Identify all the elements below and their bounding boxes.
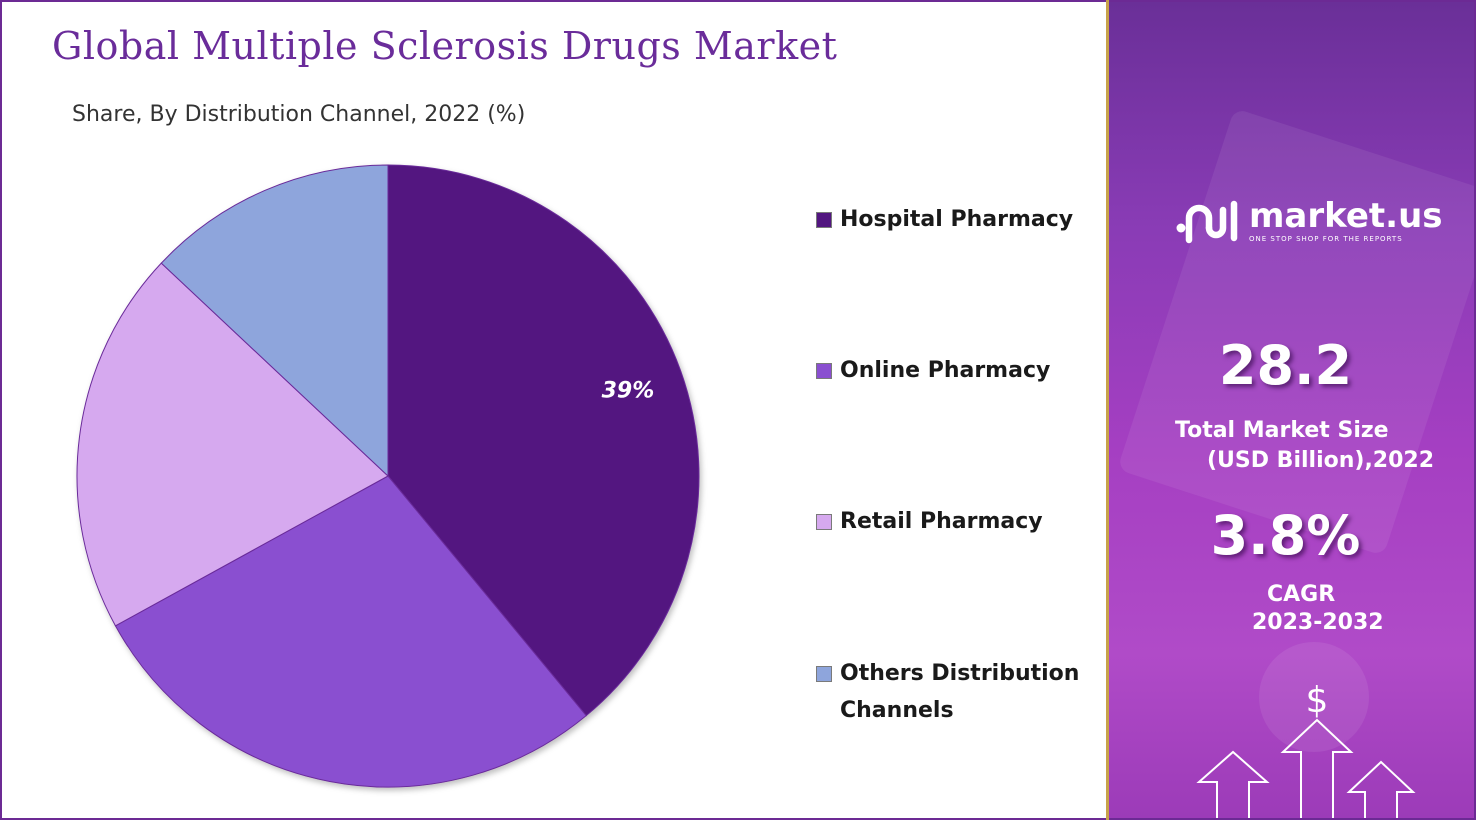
legend-label: Retail Pharmacy [840,509,1043,534]
pie-slice-others-distribution-channels [160,164,389,478]
cagr-label-line2: 2023-2032 [1252,610,1384,635]
legend-label: Online Pharmacy [840,358,1051,383]
legend-label: Hospital Pharmacy [840,207,1074,232]
brand-tagline: ONE STOP SHOP FOR THE REPORTS [1249,235,1403,243]
decorative-circle [1259,642,1369,752]
chart-title: Global Multiple Sclerosis Drugs Market [52,24,838,68]
chart-legend: Hospital Pharmacy Online Pharmacy Retail… [816,2,1106,818]
decorative-card [1117,108,1474,556]
legend-label: Others Distribution Channels [840,661,1080,723]
market-size-value: 28.2 [1218,334,1353,397]
legend-swatch-hospital-pharmacy [816,212,832,228]
dollar-sign-icon: $ [1306,680,1329,721]
legend-item-online-pharmacy: Online Pharmacy [816,358,1090,389]
chart-panel: Global Multiple Sclerosis Drugs Market S… [2,2,1106,818]
growth-arrows-icon: $ [1196,680,1416,818]
market-us-logo-icon [1176,200,1238,244]
legend-item-hospital-pharmacy: Hospital Pharmacy [816,207,1090,238]
pie-data-label-hospital-pharmacy: 39% [602,379,655,404]
cagr-label-line1: CAGR [1267,582,1336,607]
market-size-label-line2: (USD Billion),2022 [1207,448,1435,473]
legend-item-others-distribution-channels: Others Distribution Channels [816,661,1090,729]
pie-slice-hospital-pharmacy [387,164,700,717]
legend-swatch-others-distribution-channels [816,666,832,682]
pie-slice-online-pharmacy [114,475,587,788]
pie-slice-retail-pharmacy [76,262,389,627]
brand-name: market.us [1249,196,1443,236]
chart-subtitle: Share, By Distribution Channel, 2022 (%) [72,102,526,127]
brand-logo-block: market.us ONE STOP SHOP FOR THE REPORTS [1175,198,1443,244]
panel-divider [1106,0,1109,820]
legend-swatch-retail-pharmacy [816,514,832,530]
info-panel: market.us ONE STOP SHOP FOR THE REPORTS … [1109,2,1474,818]
legend-swatch-online-pharmacy [816,363,832,379]
market-size-label-line1: Total Market Size [1175,418,1389,443]
legend-item-retail-pharmacy: Retail Pharmacy [816,509,1090,540]
cagr-value: 3.8% [1210,504,1361,567]
pie-chart: 39% [76,164,700,788]
